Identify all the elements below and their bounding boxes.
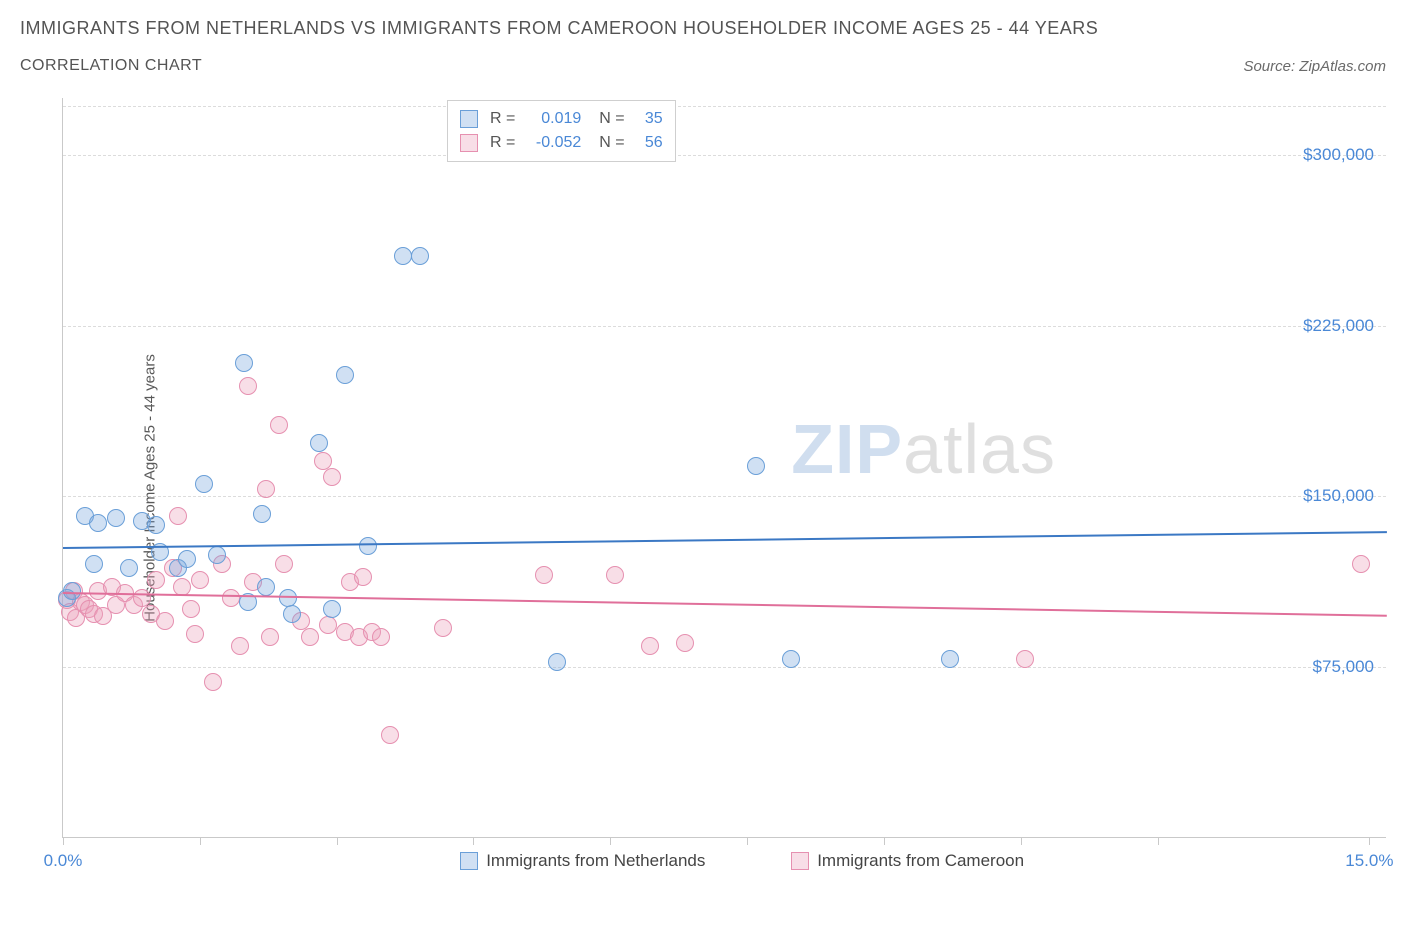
n-value: 56 [633, 131, 663, 155]
scatter-point [372, 628, 390, 646]
x-tick [1369, 837, 1370, 845]
chart-header: IMMIGRANTS FROM NETHERLANDS VS IMMIGRANT… [0, 0, 1406, 75]
scatter-point [195, 475, 213, 493]
scatter-point [173, 578, 191, 596]
chart-title: IMMIGRANTS FROM NETHERLANDS VS IMMIGRANT… [20, 18, 1386, 39]
scatter-point [186, 625, 204, 643]
y-tick-label: $75,000 [1313, 657, 1374, 677]
scatter-point [747, 457, 765, 475]
scatter-point [89, 514, 107, 532]
scatter-point [147, 516, 165, 534]
legend-row: R = -0.052 N = 56 [460, 131, 663, 155]
source-attribution: Source: ZipAtlas.com [1243, 58, 1386, 75]
x-tick [1158, 837, 1159, 845]
x-tick [337, 837, 338, 845]
scatter-point [323, 600, 341, 618]
gridline [63, 106, 1386, 107]
scatter-point [208, 546, 226, 564]
x-tick-label: 15.0% [1345, 851, 1393, 871]
legend-swatch [460, 134, 478, 152]
scatter-point [120, 559, 138, 577]
x-tick [200, 837, 201, 845]
scatter-point [354, 568, 372, 586]
scatter-point [782, 650, 800, 668]
scatter-point [253, 505, 271, 523]
legend-swatch [460, 852, 478, 870]
scatter-point [261, 628, 279, 646]
scatter-point [641, 637, 659, 655]
chart-container: Householder Income Ages 25 - 44 years $7… [20, 98, 1386, 878]
scatter-point [222, 589, 240, 607]
scatter-point [319, 616, 337, 634]
scatter-point [257, 578, 275, 596]
n-label: N = [599, 131, 624, 155]
scatter-point [1352, 555, 1370, 573]
scatter-point [239, 377, 257, 395]
x-tick-label: 0.0% [44, 851, 83, 871]
scatter-point [182, 600, 200, 618]
trend-line [63, 592, 1387, 617]
scatter-point [178, 550, 196, 568]
scatter-point [270, 416, 288, 434]
r-value: -0.052 [523, 131, 581, 155]
x-tick [884, 837, 885, 845]
scatter-point [85, 555, 103, 573]
scatter-point [310, 434, 328, 452]
scatter-point [394, 247, 412, 265]
scatter-point [147, 571, 165, 589]
scatter-point [169, 507, 187, 525]
scatter-point [156, 612, 174, 630]
gridline [63, 326, 1386, 327]
series-name: Immigrants from Cameroon [817, 851, 1024, 871]
r-label: R = [490, 131, 515, 155]
n-value: 35 [633, 107, 663, 131]
correlation-legend: R = 0.019 N = 35 R = -0.052 N = 56 [447, 100, 676, 162]
scatter-point [359, 537, 377, 555]
y-tick-label: $225,000 [1303, 316, 1374, 336]
r-label: R = [490, 107, 515, 131]
x-tick [747, 837, 748, 845]
series-legend: Immigrants from Netherlands [460, 851, 705, 871]
r-value: 0.019 [523, 107, 581, 131]
scatter-point [323, 468, 341, 486]
scatter-point [548, 653, 566, 671]
watermark: ZIPatlas [791, 409, 1056, 489]
scatter-point [275, 555, 293, 573]
x-tick [63, 837, 64, 845]
scatter-point [235, 354, 253, 372]
scatter-point [204, 673, 222, 691]
scatter-point [434, 619, 452, 637]
n-label: N = [599, 107, 624, 131]
scatter-point [336, 366, 354, 384]
scatter-point [941, 650, 959, 668]
series-legend: Immigrants from Cameroon [791, 851, 1024, 871]
scatter-point [411, 247, 429, 265]
scatter-point [535, 566, 553, 584]
series-name: Immigrants from Netherlands [486, 851, 705, 871]
legend-swatch [791, 852, 809, 870]
scatter-point [107, 509, 125, 527]
y-tick-label: $150,000 [1303, 486, 1374, 506]
scatter-point [231, 637, 249, 655]
gridline [63, 155, 1386, 156]
scatter-point [606, 566, 624, 584]
trend-line [63, 531, 1387, 549]
scatter-point [283, 605, 301, 623]
legend-row: R = 0.019 N = 35 [460, 107, 663, 131]
scatter-point [1016, 650, 1034, 668]
subtitle-row: CORRELATION CHART Source: ZipAtlas.com [20, 57, 1386, 75]
gridline [63, 667, 1386, 668]
legend-swatch [460, 110, 478, 128]
chart-subtitle: CORRELATION CHART [20, 57, 202, 75]
scatter-point [381, 726, 399, 744]
plot-area: $75,000$150,000$225,000$300,0000.0%15.0%… [62, 98, 1386, 838]
y-tick-label: $300,000 [1303, 145, 1374, 165]
scatter-point [676, 634, 694, 652]
x-tick [610, 837, 611, 845]
scatter-point [257, 480, 275, 498]
scatter-point [301, 628, 319, 646]
x-tick [1021, 837, 1022, 845]
scatter-point [191, 571, 209, 589]
x-tick [473, 837, 474, 845]
